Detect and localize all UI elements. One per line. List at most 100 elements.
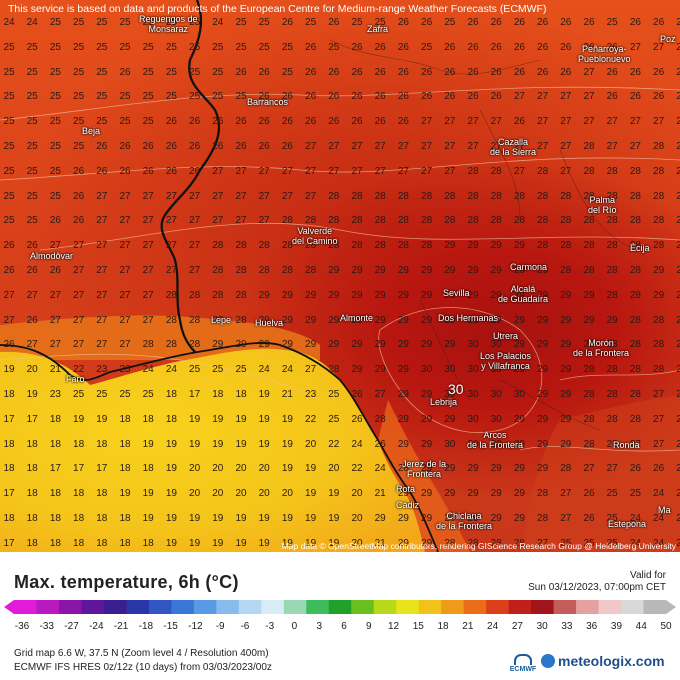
- scale-segment: [351, 600, 375, 614]
- grid-value: 28: [606, 339, 618, 351]
- grid-value: 25: [142, 17, 154, 28]
- grid-value: 29: [537, 265, 549, 276]
- grid-value: 18: [119, 537, 131, 549]
- grid-value: 26: [119, 66, 131, 78]
- grid-value: 18: [49, 513, 61, 524]
- grid-value: 28: [513, 190, 525, 202]
- scale-segment: [148, 600, 172, 614]
- grid-value: 26: [490, 91, 502, 103]
- grid-value: 29: [421, 289, 433, 301]
- grid-value: 25: [26, 41, 38, 53]
- city-label: Ronda: [613, 440, 640, 450]
- grid-value: 29: [374, 513, 386, 524]
- grid-value: 22: [305, 413, 317, 425]
- grid-value: 28: [629, 364, 641, 376]
- grid-value: 27: [560, 165, 572, 177]
- grid-value: 27: [96, 289, 108, 301]
- grid-value: 27: [26, 289, 38, 301]
- grid-value: 28: [606, 389, 618, 400]
- grid-value: 28: [629, 240, 641, 252]
- grid-value: 25: [49, 190, 61, 202]
- scale-tick-label: 36: [586, 621, 598, 632]
- grid-value: 29: [490, 488, 502, 500]
- grid-value: 25: [26, 165, 38, 177]
- scale-segment: [486, 600, 510, 614]
- grid-value: 27: [653, 41, 665, 53]
- grid-value: 20: [235, 488, 247, 500]
- grid-value: 29: [397, 265, 409, 276]
- grid-value: 26: [421, 17, 433, 28]
- grid-value: 29: [397, 438, 409, 450]
- scale-segment: [441, 600, 465, 614]
- scale-tick-label: -36: [14, 621, 30, 632]
- scale-tick-label: 39: [610, 621, 623, 632]
- grid-value: 24: [653, 488, 665, 500]
- grid-value: 29: [490, 240, 502, 252]
- grid-row: 19 20 21 22 23 23 24 24 25 25 25 24 24 27 28 29 29 29 30 30…: [0, 364, 680, 376]
- meteologix-brand[interactable]: meteologix.com: [541, 653, 665, 669]
- grid-value: 19: [281, 513, 293, 524]
- grid-value: 27: [235, 215, 247, 227]
- ecmwf-logo: ECMWF: [509, 654, 537, 673]
- grid-value: 26: [258, 116, 270, 128]
- coastal-band: [0, 315, 320, 360]
- grid-value: 29: [397, 513, 409, 524]
- grid-value: 26: [676, 91, 680, 103]
- grid-value: 26: [49, 265, 61, 276]
- grid-value: 29: [444, 314, 456, 326]
- scale-segment: [103, 600, 127, 614]
- grid-value: 26: [606, 41, 618, 53]
- grid-value: 27: [165, 215, 177, 227]
- grid-value: 25: [235, 364, 247, 376]
- grid-value: 29: [397, 537, 409, 549]
- grid-value: 18: [73, 488, 85, 500]
- grid-value: 26: [397, 116, 409, 128]
- grid-value: 28: [281, 215, 293, 227]
- grid-value: 26: [142, 165, 154, 177]
- grid-value: 28: [235, 314, 247, 326]
- temperature-map[interactable]: 24 24 25 25 25 25 25 25 25 24 25 25 26 25 26 25 25 26 26 25…: [0, 0, 680, 552]
- grid-value: 27: [49, 339, 61, 351]
- city-label: Los Palacios y Villafranca: [480, 351, 532, 371]
- grid-value: 26: [397, 17, 409, 28]
- grid-value: 19: [96, 413, 108, 425]
- grid-value: 28: [397, 215, 409, 227]
- city-label: Almonte: [340, 313, 374, 323]
- grid-value: 29: [467, 513, 479, 524]
- grid-value: 27: [676, 364, 680, 376]
- grid-value: 17: [3, 413, 15, 425]
- scale-segment: [193, 600, 217, 614]
- grid-value: 28: [583, 364, 595, 376]
- grid-value: 27: [490, 116, 502, 128]
- grid-value: 28: [583, 240, 595, 252]
- grid-value: 18: [96, 488, 108, 500]
- grid-value: 28: [513, 537, 525, 549]
- grid-value: 20: [258, 488, 270, 500]
- city-label: Valverde del Camino: [292, 226, 338, 246]
- grid-value: 28: [606, 265, 618, 276]
- grid-row: 25 25 25 25 25 25 25 26 26 26 26 26 26 26 26 26 26 26 27 27…: [0, 116, 680, 128]
- grid-value: 28: [397, 240, 409, 252]
- grid-value: 27: [96, 339, 108, 351]
- grid-value: 27: [560, 141, 572, 152]
- grid-value: 27: [96, 314, 108, 326]
- grid-value: 29: [444, 488, 456, 500]
- grid-value: 30: [467, 339, 479, 351]
- legend-title: Max. temperature, 6h (°C): [14, 572, 239, 592]
- grid-value: 19: [3, 364, 15, 376]
- grid-value: 29: [513, 413, 525, 425]
- grid-value: 27: [73, 265, 85, 276]
- grid-value: 29: [212, 339, 224, 351]
- grid-value: 28: [189, 339, 201, 351]
- grid-value: 19: [165, 438, 177, 450]
- grid-row: 18 18 17 17 17 18 18 19 20 20 20 20 19 19 20 22 24 28 29 29…: [0, 463, 680, 475]
- grid-value: 25: [119, 17, 131, 28]
- grid-value: 28: [537, 190, 549, 202]
- grid-value: 25: [235, 17, 247, 28]
- scale-segment: [81, 600, 105, 614]
- grid-value: 25: [3, 165, 15, 177]
- scale-tick-label: 3: [316, 621, 322, 632]
- scale-tick-label: -24: [89, 621, 104, 632]
- grid-value: 29: [583, 339, 595, 351]
- grid-value: 22: [351, 463, 363, 475]
